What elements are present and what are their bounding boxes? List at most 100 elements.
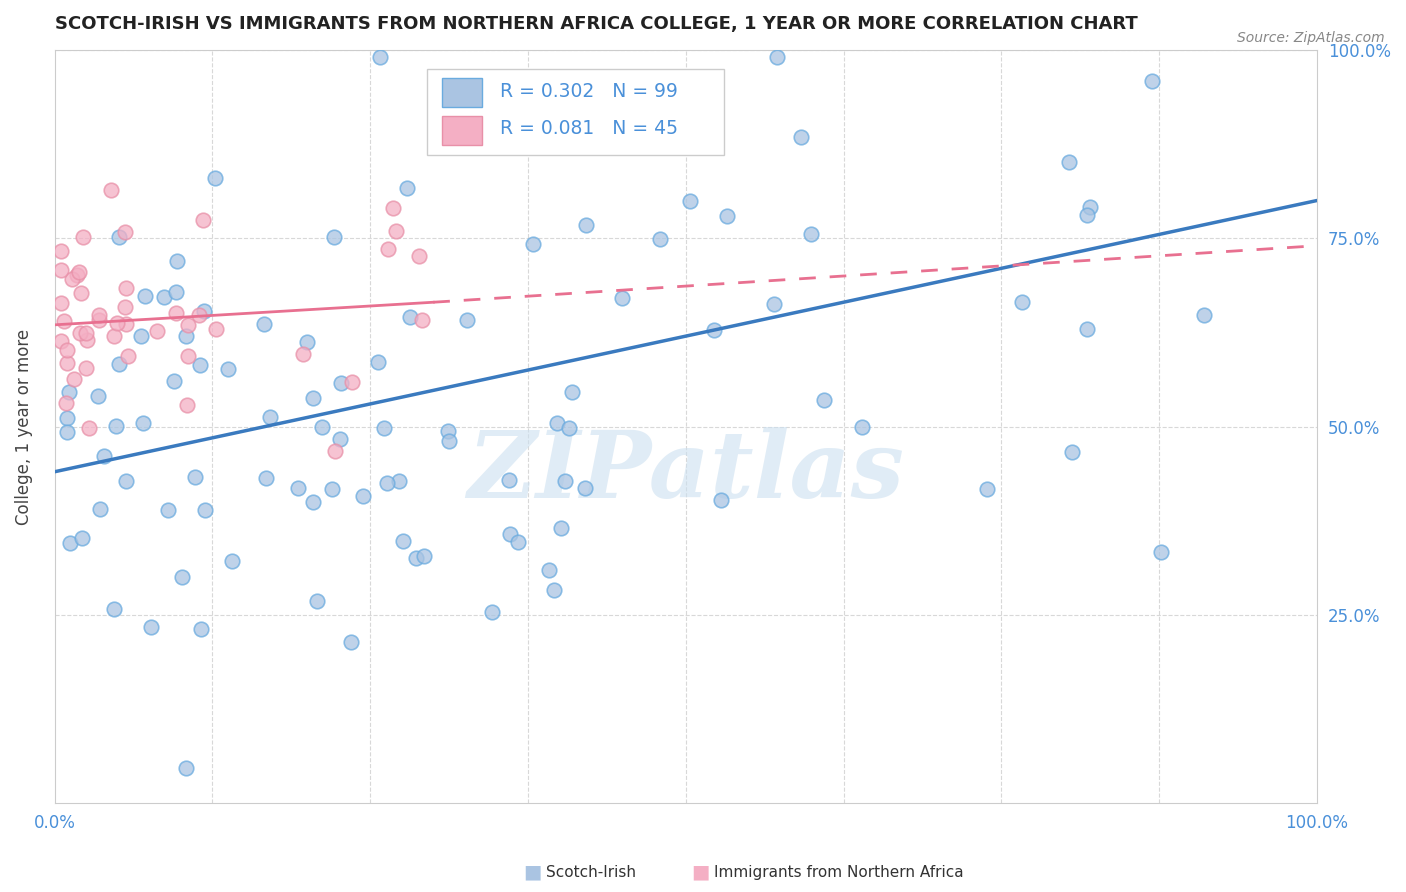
Point xyxy=(408,249,430,263)
Point xyxy=(543,583,565,598)
Point xyxy=(800,227,823,241)
Point xyxy=(191,213,214,227)
Point xyxy=(117,349,139,363)
Point xyxy=(612,291,634,305)
FancyBboxPatch shape xyxy=(441,116,482,145)
Point xyxy=(166,254,188,268)
Point xyxy=(204,171,226,186)
Point xyxy=(558,420,581,434)
Point xyxy=(498,473,520,487)
Point xyxy=(330,376,353,390)
Point xyxy=(301,495,323,509)
Point xyxy=(56,356,79,370)
Point xyxy=(716,209,738,223)
Point xyxy=(976,482,998,496)
Point xyxy=(114,280,136,294)
Point xyxy=(114,225,136,239)
Point xyxy=(77,421,100,435)
Point xyxy=(70,531,93,545)
Point xyxy=(253,317,276,331)
Point xyxy=(188,308,211,322)
Point xyxy=(522,236,544,251)
Point xyxy=(56,343,79,358)
Point xyxy=(254,470,277,484)
Point xyxy=(184,470,207,484)
Point xyxy=(405,551,427,566)
Point xyxy=(396,181,419,195)
Point xyxy=(152,290,174,304)
Point xyxy=(172,570,194,584)
Point xyxy=(55,395,77,409)
Point xyxy=(58,536,80,550)
Point xyxy=(165,285,187,299)
Point xyxy=(546,416,568,430)
Point xyxy=(325,444,347,458)
Point xyxy=(307,593,329,607)
Point xyxy=(1140,74,1163,88)
FancyBboxPatch shape xyxy=(427,69,724,155)
Point xyxy=(114,300,136,314)
Point xyxy=(69,326,91,340)
Text: SCOTCH-IRISH VS IMMIGRANTS FROM NORTHERN AFRICA COLLEGE, 1 YEAR OR MORE CORRELAT: SCOTCH-IRISH VS IMMIGRANTS FROM NORTHERN… xyxy=(55,15,1137,33)
Point xyxy=(105,316,128,330)
Point xyxy=(114,318,136,332)
Point xyxy=(100,183,122,197)
Point xyxy=(301,391,323,405)
Point xyxy=(176,350,198,364)
Point xyxy=(323,230,346,244)
Point xyxy=(381,201,404,215)
Point xyxy=(67,265,90,279)
Point xyxy=(373,421,395,435)
Point xyxy=(1060,444,1083,458)
Point xyxy=(710,492,733,507)
Point xyxy=(141,620,163,634)
Text: ■: ■ xyxy=(692,863,710,882)
Point xyxy=(297,334,319,349)
Y-axis label: College, 1 year or more: College, 1 year or more xyxy=(15,328,32,524)
FancyBboxPatch shape xyxy=(441,78,482,107)
Point xyxy=(436,424,458,438)
Point xyxy=(108,357,131,371)
Point xyxy=(456,313,478,327)
Point xyxy=(49,334,72,348)
Point xyxy=(790,129,813,144)
Point xyxy=(537,564,560,578)
Point xyxy=(204,322,226,336)
Point xyxy=(103,602,125,616)
Point xyxy=(329,432,352,446)
Point xyxy=(368,50,391,64)
Point xyxy=(575,218,598,232)
Point xyxy=(49,244,72,259)
Point xyxy=(72,230,94,244)
Point xyxy=(104,419,127,434)
Point xyxy=(190,358,212,372)
Point xyxy=(481,605,503,619)
Point xyxy=(550,521,572,535)
Point xyxy=(321,482,343,496)
Point xyxy=(87,389,110,403)
Point xyxy=(176,318,198,332)
Point xyxy=(385,224,408,238)
Point xyxy=(679,194,702,208)
Point xyxy=(87,308,110,322)
Point xyxy=(340,635,363,649)
Point xyxy=(766,50,789,64)
Point xyxy=(56,425,79,439)
Point xyxy=(399,310,422,325)
Point xyxy=(221,554,243,568)
Point xyxy=(146,324,169,338)
Point xyxy=(193,303,215,318)
Point xyxy=(66,268,89,283)
Point xyxy=(413,549,436,563)
Point xyxy=(49,263,72,277)
Point xyxy=(340,375,363,389)
Point xyxy=(650,232,672,246)
Point xyxy=(89,502,111,516)
Point xyxy=(352,490,374,504)
Point xyxy=(87,313,110,327)
Text: ZIPatlas: ZIPatlas xyxy=(467,426,904,516)
Point xyxy=(115,474,138,488)
Point xyxy=(291,347,314,361)
Text: Source: ZipAtlas.com: Source: ZipAtlas.com xyxy=(1237,31,1385,45)
Point xyxy=(367,355,389,369)
